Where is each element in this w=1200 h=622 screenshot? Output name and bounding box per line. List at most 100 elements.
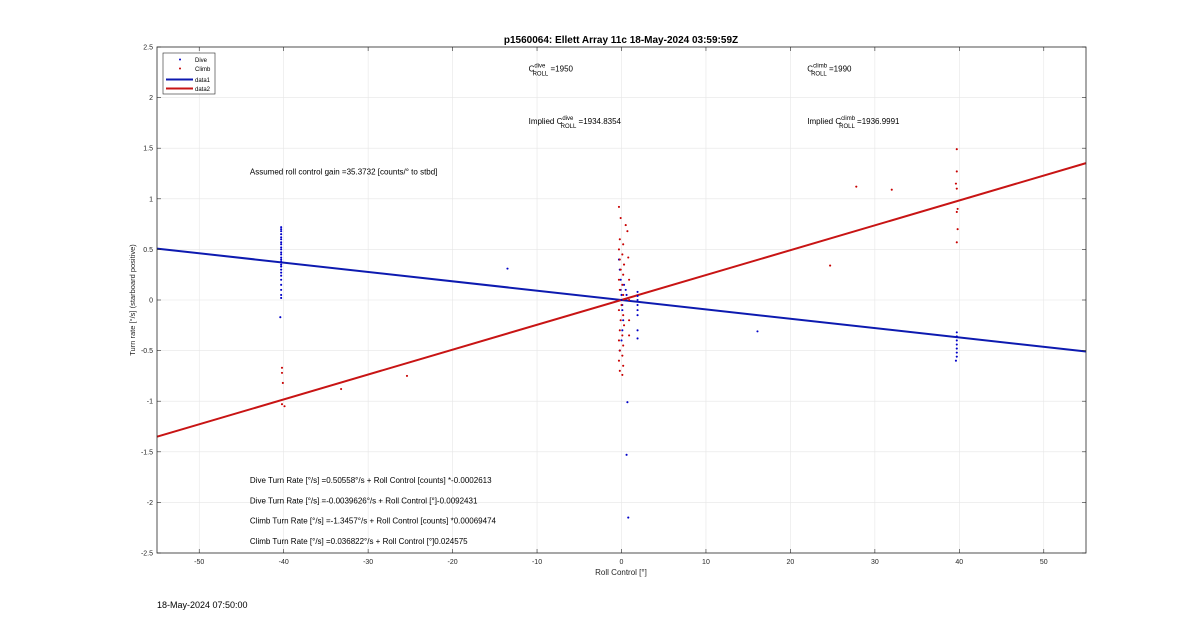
dive-point — [280, 248, 283, 251]
dive-point — [955, 339, 958, 342]
climb-point — [617, 359, 621, 362]
climb-point — [618, 258, 621, 261]
climb-point — [622, 344, 625, 347]
y-tick-label: 0 — [149, 298, 153, 305]
climb-point — [955, 210, 958, 214]
annotation-text: Climb Turn Rate [°/s] =-1.3457°/s + Roll… — [250, 517, 497, 526]
dive-point — [619, 278, 622, 281]
climb-point — [280, 366, 284, 369]
dive-point — [624, 288, 627, 291]
climb-point — [622, 314, 625, 317]
dive-point — [622, 319, 625, 322]
dive-point — [954, 359, 957, 362]
y-tick-label: 2.5 — [143, 45, 153, 52]
legend-dive-marker — [179, 58, 181, 61]
x-tick-label: 30 — [871, 559, 879, 566]
climb-point — [855, 185, 858, 188]
annotations: Cdive ROLL =1950 Cclimb ROLL =1990 Implied C… — [250, 63, 900, 546]
climb-point — [956, 228, 959, 231]
dive-point — [280, 274, 283, 277]
dive-point — [955, 347, 958, 350]
dive-point — [280, 293, 283, 296]
dive-point — [280, 228, 283, 231]
climb-point — [954, 182, 957, 185]
climb-point — [628, 334, 631, 337]
dive-point — [280, 258, 283, 261]
climb-point — [628, 298, 631, 302]
climb-point — [955, 148, 958, 151]
x-tick-label: 40 — [955, 559, 963, 566]
climb-point — [280, 403, 284, 406]
dive-point — [636, 337, 639, 340]
dive-point — [280, 278, 283, 281]
annotation-text: Cdive ROLL =1950 — [529, 63, 574, 77]
dive-point — [620, 339, 623, 342]
dive-point — [636, 298, 639, 302]
dive-point — [756, 330, 759, 333]
dive-point — [620, 293, 623, 296]
climb-point — [627, 256, 630, 259]
annotation-text: Implied Cclimb ROLL =1936.9991 — [807, 116, 900, 130]
climb-point — [622, 263, 626, 266]
dive-point — [636, 290, 639, 293]
climb-point — [621, 253, 624, 256]
y-tick-label: -2.5 — [141, 551, 153, 558]
y-tick-label: -1 — [147, 399, 153, 406]
legend-data2-label: data2 — [195, 87, 211, 93]
climb-point — [618, 369, 621, 372]
dive-point — [636, 294, 639, 298]
climb-point — [405, 374, 409, 377]
dive-point — [280, 296, 283, 300]
annotation-text: Cclimb ROLL =1990 — [807, 63, 852, 77]
dive-point — [280, 256, 283, 259]
dive-point — [280, 263, 283, 266]
dive-point — [280, 265, 283, 268]
climb-point — [618, 238, 621, 241]
climb-point — [619, 268, 622, 271]
climb-point — [620, 304, 623, 307]
climb-point — [283, 405, 286, 408]
climb-point — [618, 329, 621, 332]
dive-point — [955, 351, 958, 354]
climb-point — [619, 216, 622, 220]
x-axis-label: Roll Control [°] — [595, 568, 647, 577]
y-tick-label: 0.5 — [143, 247, 153, 254]
x-tick-label: 10 — [702, 559, 710, 566]
dive-point — [280, 283, 283, 286]
dive-point — [280, 226, 283, 229]
climb-point — [955, 241, 958, 244]
legend-box — [162, 52, 216, 95]
y-tick-label: -0.5 — [141, 348, 153, 355]
x-tick-label: -30 — [363, 559, 373, 566]
dive-point — [280, 236, 283, 239]
dive-point — [955, 335, 958, 338]
climb-point — [617, 309, 621, 312]
dive-point — [621, 329, 624, 332]
dive-point — [280, 246, 283, 249]
legend: Dive Climb data1 data2 — [162, 52, 216, 95]
y-tick-label: -2 — [147, 500, 153, 507]
climb-point — [281, 381, 284, 385]
climb-point — [956, 207, 959, 210]
climb-point — [624, 224, 627, 227]
dive-point — [280, 260, 283, 263]
climb-point — [626, 230, 629, 233]
climb-point — [829, 264, 832, 267]
dive-point — [636, 329, 639, 332]
climb-point — [628, 278, 631, 281]
y-tick-label: 2 — [149, 95, 153, 102]
dive-point — [280, 288, 283, 291]
climb-point — [621, 354, 624, 357]
climb-point — [628, 319, 631, 322]
climb-point — [955, 187, 958, 190]
legend-climb-label: Climb — [195, 67, 211, 73]
footer-timestamp: 18-May-2024 07:50:00 — [157, 600, 248, 610]
dive-point — [280, 233, 283, 236]
annotation-text: Dive Turn Rate [°/s] =0.50558°/s + Roll … — [250, 476, 492, 485]
climb-point — [617, 278, 621, 281]
climb-point — [622, 273, 625, 276]
annotation-text: Dive Turn Rate [°/s] =-0.0039626°/s + Ro… — [250, 496, 478, 505]
y-tick-label: 1.5 — [143, 146, 153, 153]
dive-point — [625, 453, 628, 456]
